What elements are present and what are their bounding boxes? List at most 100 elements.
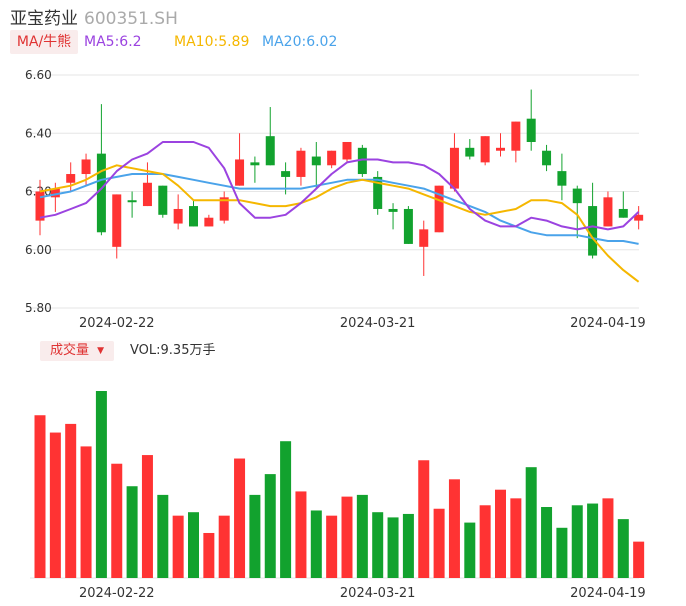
ma20-legend: MA20:6.02 — [262, 34, 338, 50]
candle-body — [327, 150, 337, 166]
volume-bar — [34, 415, 46, 578]
volume-bar — [372, 512, 384, 578]
candle-body — [480, 136, 490, 163]
candle-body — [296, 150, 306, 177]
volume-bar — [387, 517, 399, 578]
volume-bar — [341, 496, 353, 578]
x-tick-label-volume: 2024-03-21 — [340, 586, 416, 601]
volume-bar — [510, 498, 522, 578]
ma5-line — [39, 141, 640, 231]
stock-header: 亚宝药业 600351.SH — [10, 4, 178, 29]
caret-down-icon: ▼ — [97, 346, 105, 356]
volume-bar — [280, 441, 292, 578]
candle-body — [281, 171, 291, 177]
volume-bar — [264, 474, 276, 578]
volume-bar — [203, 532, 215, 578]
volume-badge-label: 成交量 — [49, 343, 89, 358]
candle-body — [634, 214, 644, 221]
volume-indicator-selector[interactable]: 成交量 ▼ — [40, 341, 114, 361]
volume-bar — [402, 513, 414, 578]
volume-bar — [218, 515, 230, 578]
volume-value: VOL:9.35万手 — [130, 343, 216, 358]
volume-bar — [126, 486, 138, 578]
candle-body — [204, 217, 214, 227]
x-tick-label-volume: 2024-02-22 — [79, 586, 155, 601]
volume-bar — [495, 489, 506, 578]
candle-body — [173, 208, 183, 224]
candle-body — [189, 206, 198, 227]
volume-bar — [95, 391, 107, 578]
volume-bar — [310, 510, 322, 578]
volume-bar — [111, 463, 123, 578]
volume-bar — [65, 423, 77, 578]
volume-bar — [464, 522, 476, 578]
ma10-line — [39, 164, 640, 283]
volume-bar — [541, 507, 553, 578]
candle-body — [526, 118, 536, 142]
candle-body — [127, 200, 137, 203]
volume-bar — [418, 460, 430, 578]
volume-bar — [433, 508, 445, 578]
candle-body — [219, 197, 229, 221]
candle-body — [342, 141, 352, 160]
candle-body — [142, 182, 152, 207]
volume-bar — [633, 541, 645, 578]
stock-name: 亚宝药业 — [10, 9, 78, 29]
candle-body — [542, 150, 552, 166]
volume-bar — [479, 505, 491, 578]
volume-bar — [448, 479, 460, 578]
x-tick-label-volume: 2024-04-19 — [570, 586, 646, 601]
volume-bar — [617, 519, 629, 578]
volume-bar — [157, 494, 169, 578]
candle-body — [388, 208, 398, 212]
candle-body — [35, 191, 45, 221]
ma5-legend: MA5:6.2 — [84, 34, 142, 50]
candle-body — [496, 147, 505, 151]
y-tick-label: 6.00 — [25, 243, 52, 257]
candle-body — [603, 197, 613, 227]
volume-bar — [249, 494, 261, 578]
x-tick-label: 2024-03-21 — [340, 316, 416, 331]
candle-body — [434, 185, 444, 233]
volume-bar — [571, 505, 583, 578]
x-tick-label: 2024-02-22 — [79, 316, 155, 331]
candle-body — [81, 159, 91, 175]
volume-bar — [80, 446, 92, 578]
candle-body — [449, 147, 459, 189]
candle-body — [158, 185, 168, 215]
candle-body — [465, 147, 475, 157]
volume-bar — [295, 491, 307, 578]
candle-body — [618, 208, 628, 218]
candle-body — [403, 208, 413, 244]
candle-body — [96, 153, 106, 233]
candle-body — [557, 171, 567, 186]
candle-body — [511, 121, 521, 151]
ma-indicator-selector[interactable]: MA/牛熊 — [10, 30, 78, 54]
volume-bar — [172, 515, 184, 578]
candle-body — [112, 194, 122, 247]
y-tick-label: 6.60 — [25, 68, 52, 82]
candle-body — [235, 159, 245, 186]
candle-body — [311, 156, 321, 166]
volume-bar — [234, 458, 246, 578]
y-tick-label: 6.40 — [25, 126, 52, 140]
volume-bar — [326, 515, 338, 578]
candle-body — [50, 188, 60, 198]
candle-body — [357, 147, 367, 175]
candle-body — [588, 206, 598, 256]
x-tick-label: 2024-04-19 — [570, 316, 646, 331]
stock-code: 600351.SH — [84, 9, 178, 29]
y-tick-label: 5.80 — [25, 301, 52, 315]
volume-bar — [188, 512, 199, 578]
volume-bar — [49, 432, 61, 578]
volume-bar — [556, 527, 568, 578]
ma20-line — [39, 173, 639, 245]
candle-body — [265, 136, 275, 166]
volume-bar — [602, 498, 614, 578]
candle-body — [373, 176, 383, 209]
volume-bar — [356, 494, 368, 578]
volume-bar — [587, 503, 599, 578]
ma10-legend: MA10:5.89 — [174, 34, 250, 50]
volume-bar — [141, 455, 153, 578]
